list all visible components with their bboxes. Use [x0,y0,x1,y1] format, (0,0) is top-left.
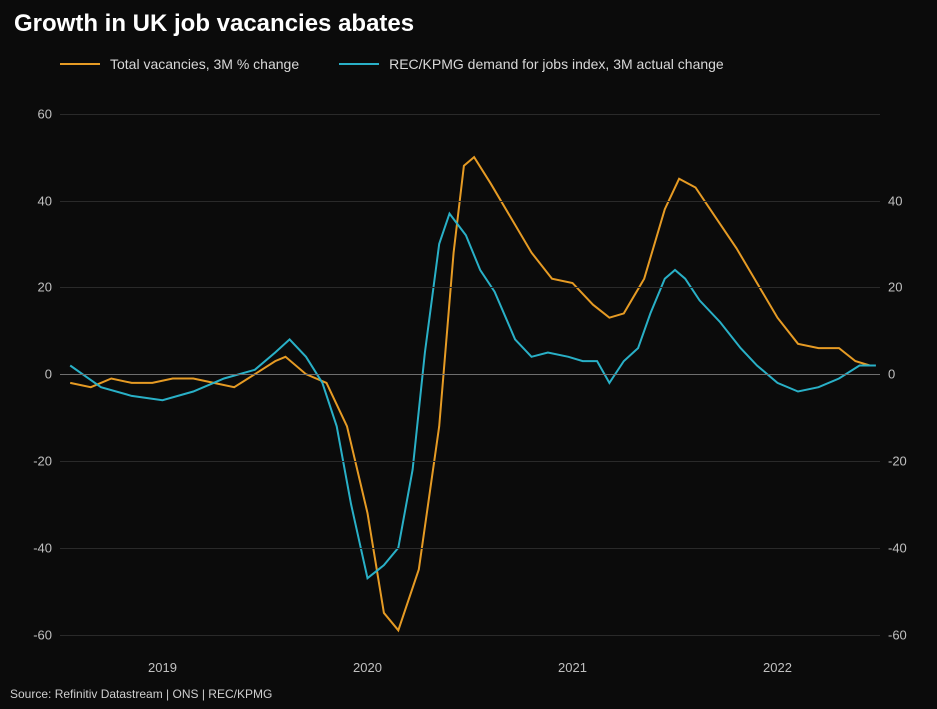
legend-item: Total vacancies, 3M % change [60,56,299,72]
legend-swatch [339,63,379,65]
chart-title: Growth in UK job vacancies abates [14,10,414,38]
x-tick: 2021 [558,660,587,675]
y-right-tick: 40 [888,193,928,208]
gridline [60,635,880,636]
y-left-tick: 0 [12,367,52,382]
y-left-tick: -20 [12,453,52,468]
y-right-tick: -40 [888,540,928,555]
gridline [60,114,880,115]
y-right-tick: -20 [888,453,928,468]
zero-line [60,374,880,375]
line-chart-svg [60,92,880,652]
gridline [60,201,880,202]
legend-item: REC/KPMG demand for jobs index, 3M actua… [339,56,724,72]
y-left-tick: 60 [12,106,52,121]
series-line [70,214,876,579]
source-attribution: Source: Refinitiv Datastream | ONS | REC… [10,687,272,701]
series-line [70,157,870,630]
y-right-tick: 20 [888,280,928,295]
y-right-tick: -60 [888,627,928,642]
y-left-tick: 20 [12,280,52,295]
legend-label: Total vacancies, 3M % change [110,56,299,72]
y-left-tick: -60 [12,627,52,642]
legend-label: REC/KPMG demand for jobs index, 3M actua… [389,56,724,72]
y-left-tick: 40 [12,193,52,208]
gridline [60,461,880,462]
plot-area: -60-40-200204060-60-40-20020402019202020… [60,92,880,652]
legend-swatch [60,63,100,65]
gridline [60,548,880,549]
x-tick: 2020 [353,660,382,675]
x-tick: 2022 [763,660,792,675]
y-right-tick: 0 [888,367,928,382]
gridline [60,287,880,288]
x-tick: 2019 [148,660,177,675]
y-left-tick: -40 [12,540,52,555]
legend: Total vacancies, 3M % change REC/KPMG dem… [60,56,724,72]
